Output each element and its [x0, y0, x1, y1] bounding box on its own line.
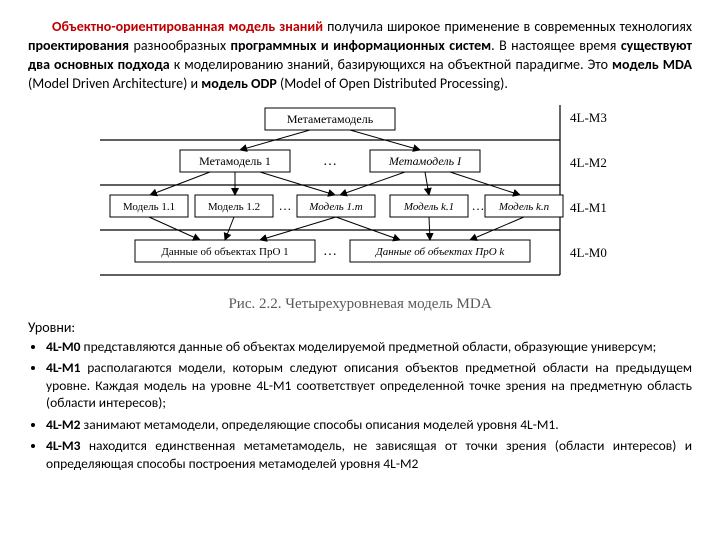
intro-t1: получила широкое применение в современны…: [323, 18, 692, 35]
level-item-m0: 4L-M0 представляются данные об объектах …: [46, 338, 692, 356]
level-code-m1: 4L-M1: [46, 359, 80, 376]
node-model-kn-label: Модель k.n: [498, 201, 550, 213]
intro-b1: проектирования: [28, 37, 129, 54]
mda-diagram: 4L-M3 4L-M2 4L-M1 4L-M0 Метаметамодель М…: [90, 100, 630, 290]
node-metamodel-i-label: Метамодель I: [388, 154, 462, 168]
level-label-m3: 4L-M3: [570, 110, 607, 125]
diagram-figure: 4L-M3 4L-M2 4L-M1 4L-M0 Метаметамодель М…: [28, 100, 692, 294]
intro-t2: разнообразных: [129, 37, 230, 54]
dots-meta: …: [323, 154, 337, 169]
level-code-m0: 4L-M0: [46, 338, 80, 355]
node-model-11-label: Модель 1.1: [123, 201, 175, 213]
levels-heading: Уровни:: [28, 319, 692, 336]
intro-t3: . В настоящее время: [491, 37, 621, 54]
level-text-m2: занимают метамодели, определяющие способ…: [80, 416, 558, 433]
intro-t5: (Model Driven Architecture) и: [28, 75, 201, 92]
dots-model-right: …: [472, 198, 485, 213]
intro-t6: (Model of Open Distributed Processing).: [277, 75, 508, 92]
level-text-m3: находится единственная метаметамодель, н…: [46, 437, 692, 472]
levels-list: 4L-M0 представляются данные об объектах …: [28, 338, 692, 473]
level-code-m2: 4L-M2: [46, 416, 80, 433]
node-metamodel-1-label: Метамодель 1: [199, 154, 271, 168]
dots-data: …: [323, 244, 337, 259]
node-model-k1-label: Модель k.1: [403, 201, 454, 213]
level-label-m0: 4L-M0: [570, 245, 607, 260]
intro-b2: программных и информационных систем: [230, 37, 491, 54]
node-model-1m-label: Модель 1.m: [308, 201, 362, 213]
level-code-m3: 4L-M3: [46, 437, 80, 454]
intro-b4: модель MDA: [612, 56, 692, 73]
node-model-12-label: Модель 1.2: [208, 201, 260, 213]
level-text-m1: располагаются модели, которым следуют оп…: [46, 359, 692, 411]
figure-caption: Рис. 2.2. Четырехуровневая модель MDA: [28, 296, 692, 313]
level-item-m3: 4L-M3 находится единственная метаметамод…: [46, 437, 692, 472]
level-label-m2: 4L-M2: [570, 155, 607, 170]
node-data-1-label: Данные об объектах ПрО 1: [161, 246, 288, 258]
intro-paragraph: Объектно-ориентированная модель знаний п…: [28, 18, 692, 94]
intro-t4: к моделированию знаний, базирующихся на …: [170, 56, 612, 73]
level-item-m2: 4L-M2 занимают метамодели, определяющие …: [46, 416, 692, 434]
level-text-m0: представляются данные об объектах модели…: [80, 338, 656, 355]
lead-term: Объектно-ориентированная модель знаний: [52, 18, 323, 35]
level-label-m1: 4L-M1: [570, 200, 607, 215]
intro-b5: модель ODP: [201, 75, 277, 92]
node-data-k-label: Данные об объектах ПрО k: [375, 246, 506, 258]
dots-model-left: …: [279, 198, 292, 213]
level-item-m1: 4L-M1 располагаются модели, которым след…: [46, 359, 692, 412]
node-metametamodel-label: Метаметамодель: [287, 112, 374, 126]
